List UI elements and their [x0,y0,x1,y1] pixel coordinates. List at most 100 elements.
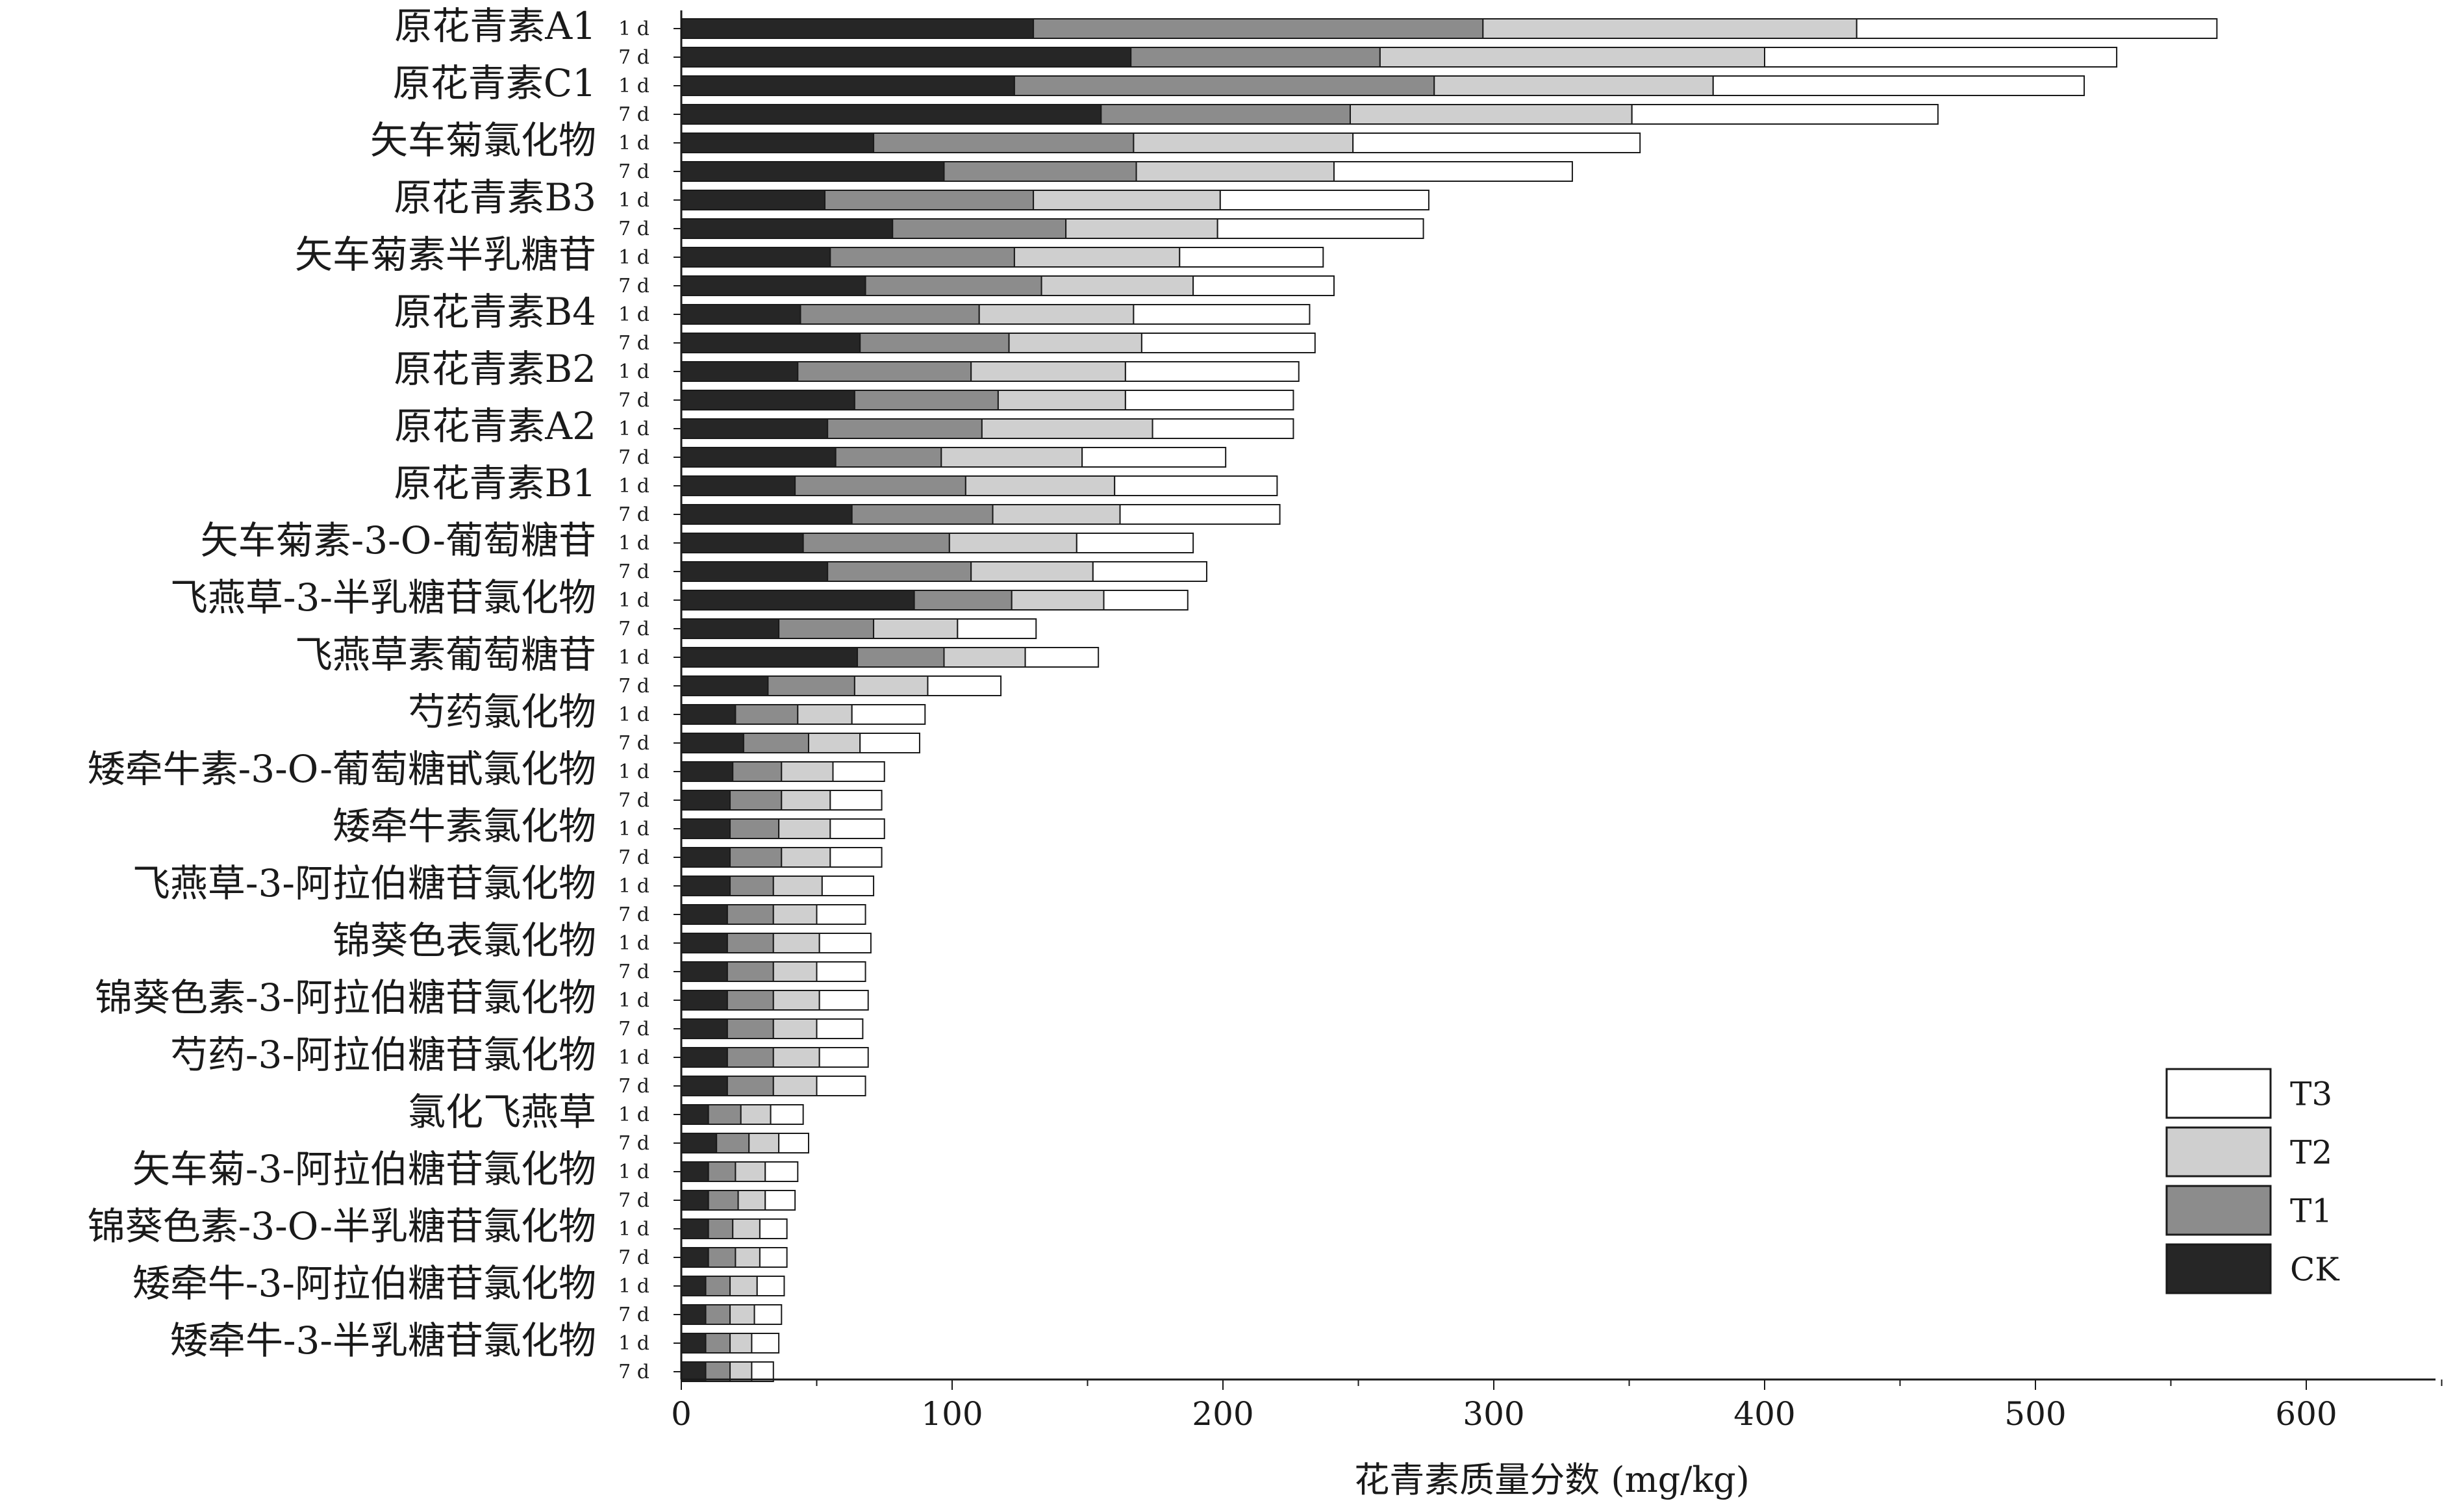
bar-segment-t3 [1333,161,1573,182]
day-label: 7 d [618,903,649,926]
bar-segment-t3 [751,1333,780,1354]
bar-segment-t2 [781,790,831,811]
bar-segment-t3 [821,876,875,896]
category-label: 原花青素B2 [394,347,596,391]
bar-segment-ck [681,275,866,296]
bar-segment-t3 [1124,361,1300,382]
bar-segment-t3 [778,1133,809,1153]
day-label: 1 d [618,360,649,383]
day-label: 7 d [618,446,649,469]
bar-segment-ck [681,647,859,668]
bar-segment-t2 [981,418,1153,439]
bar-segment-t2 [964,475,1116,496]
bar-segment-t1 [1013,75,1435,96]
bar-segment-t2 [873,618,959,639]
bar-segment-t1 [799,304,980,325]
bar-segment-t3 [1216,218,1424,239]
bar-segment-t3 [1764,47,2118,68]
bar-segment-t1 [851,504,994,525]
day-label: 1 d [618,1332,649,1355]
bar-segment-ck [681,1247,709,1268]
bar-segment-t1 [892,218,1067,239]
legend-swatch-t3 [2165,1068,2272,1119]
bar-segment-t2 [940,447,1083,468]
bar-segment-t2 [1133,132,1354,153]
bar-segment-t1 [824,190,1035,210]
category-label: 芍药氯化物 [408,690,596,734]
bar-segment-t1 [827,418,983,439]
bar-segment-t1 [729,818,780,839]
bar-segment-ck [681,418,829,439]
bar-segment-t2 [748,1133,780,1153]
day-label: 7 d [618,618,649,640]
bar-segment-t2 [948,533,1077,553]
bar-segment-ck [681,876,731,896]
category-label: 矮牵牛素-3-O-葡萄糖甙氯化物 [88,747,596,791]
day-label: 1 d [618,989,649,1012]
bar-segment-t3 [1179,247,1324,268]
bar-segment-t1 [707,1247,736,1268]
category-label: 原花青素B3 [394,175,596,220]
bar-segment-t2 [1065,218,1218,239]
bar-segment-t1 [726,961,774,982]
day-label: 7 d [618,561,649,583]
bar-segment-ck [681,675,769,696]
day-label: 1 d [618,1046,649,1069]
bar-segment-t3 [764,1190,796,1211]
bar-segment-ck [681,961,728,982]
bar-segment-ck [681,561,829,582]
x-tick-label: 0 [671,1395,692,1433]
bar-segment-ck [681,132,875,153]
day-label: 1 d [618,418,649,440]
bar-segment-ck [681,1276,707,1296]
x-tick-label: 600 [2275,1395,2337,1433]
bar-segment-t1 [732,761,783,782]
bar-segment-t3 [1631,104,1939,125]
day-label: 7 d [618,1189,649,1212]
bar-segment-t2 [772,904,818,925]
bar-segment-t3 [818,990,869,1011]
bar-segment-t3 [829,847,883,868]
bar-segment-t1 [726,1047,774,1068]
day-label: 7 d [618,1018,649,1040]
bar-segment-t2 [772,990,820,1011]
bar-segment-t2 [729,1361,753,1382]
bar-segment-t1 [705,1333,731,1354]
day-label: 1 d [618,818,649,840]
bar-segment-t2 [978,304,1135,325]
bar-segment-t1 [726,933,774,953]
bar-segment-t1 [707,1190,739,1211]
bar-segment-t2 [1379,47,1766,68]
bar-segment-t2 [781,761,834,782]
category-label: 原花青素A1 [394,4,596,48]
day-label: 1 d [618,646,649,669]
bar-segment-t1 [705,1276,731,1296]
bar-segment-t3 [1076,533,1194,553]
bar-segment-t3 [851,704,926,725]
bar-segment-t3 [753,1304,783,1325]
bar-segment-t2 [943,647,1026,668]
day-label: 7 d [618,275,649,297]
bar-segment-t3 [829,790,883,811]
category-label: 原花青素B4 [394,290,596,334]
bar-segment-t3 [1124,390,1294,410]
bar-segment-ck [681,47,1132,68]
category-label: 矮牵牛-3-半乳糖苷氯化物 [170,1318,596,1363]
day-label: 7 d [618,1132,649,1155]
bar-segment-t2 [772,876,823,896]
legend-label-ck: CK [2290,1251,2340,1289]
bar-segment-t2 [732,1218,761,1239]
x-axis-title: 花青素质量分数 (mg/kg) [1354,1459,1750,1500]
bar-segment-ck [681,304,801,325]
bar-segment-t1 [853,390,999,410]
bar-segment-t3 [1712,75,2085,96]
bar-segment-ck [681,190,826,210]
legend: T3 T2 T1 CK [2165,1068,2340,1294]
legend-label-t2: T2 [2290,1134,2332,1172]
day-label: 7 d [618,218,649,240]
bar-segment-t3 [1140,333,1316,353]
day-label: 7 d [618,160,649,183]
bar-segment-t2 [797,704,853,725]
bar-segment-t2 [772,961,818,982]
